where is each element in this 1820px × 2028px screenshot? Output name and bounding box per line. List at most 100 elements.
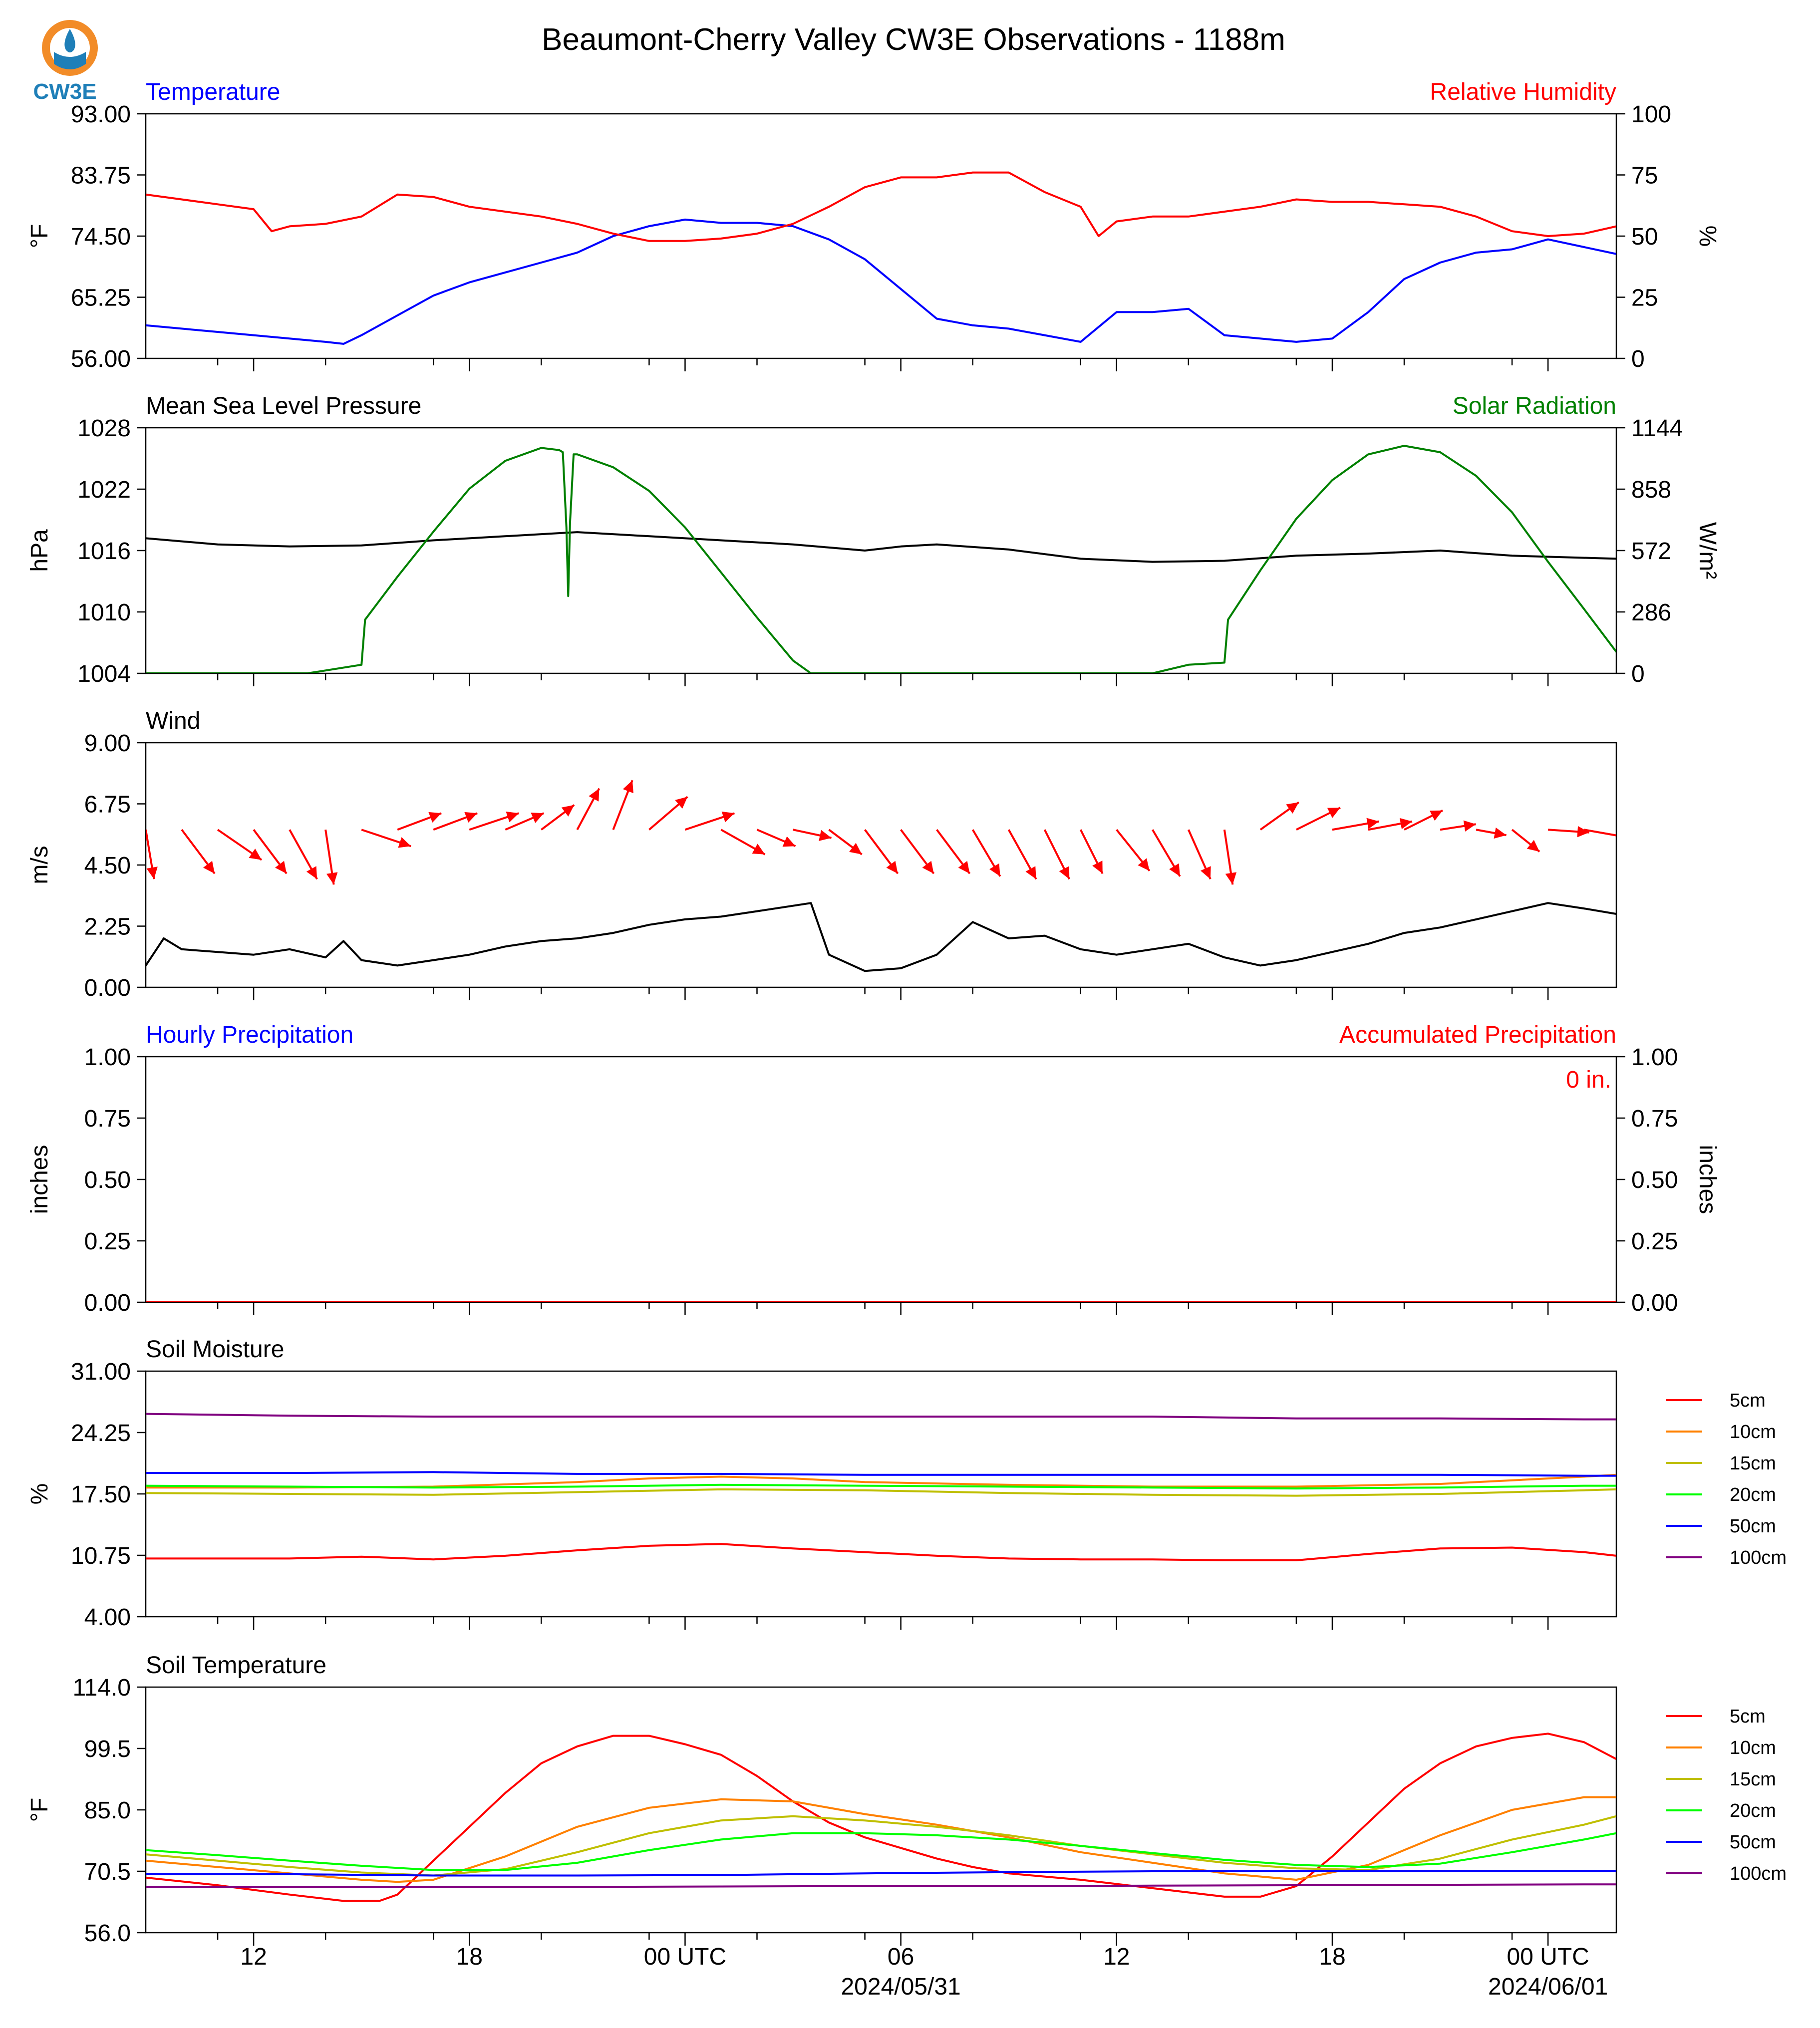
y2-tick-label: 0 bbox=[1631, 346, 1645, 372]
wind-arrow bbox=[324, 829, 338, 885]
x-tick-label: 18 bbox=[1319, 1944, 1345, 1970]
wind-arrow bbox=[1223, 829, 1237, 885]
panel-title-right: Relative Humidity bbox=[1430, 79, 1616, 105]
y2-tick-label: 286 bbox=[1631, 599, 1671, 626]
series-line-left bbox=[146, 218, 1616, 345]
legend-label: 15cm bbox=[1730, 1453, 1776, 1474]
y-tick-label: 1028 bbox=[77, 415, 131, 442]
panel-title-right: Solar Radiation bbox=[1453, 393, 1616, 419]
panel-pressure_solar: Mean Sea Level Pressure Solar Radiation 10… bbox=[26, 393, 1721, 687]
y2-tick-label: 0.75 bbox=[1631, 1106, 1678, 1132]
logo-text: CW3E bbox=[33, 79, 96, 104]
legend-label: 5cm bbox=[1730, 1390, 1766, 1411]
y2-tick-label: 25 bbox=[1631, 285, 1658, 311]
legend-label: 100cm bbox=[1730, 1863, 1787, 1884]
wind-arrow bbox=[217, 829, 263, 861]
wind-arrow bbox=[146, 829, 158, 879]
y-tick-label: 0.00 bbox=[84, 1290, 131, 1316]
y-tick-label: 70.5 bbox=[84, 1859, 131, 1885]
series-line-10cm bbox=[146, 1796, 1616, 1883]
series-group bbox=[146, 171, 1616, 345]
panel-soil_moisture: Soil Moisture 31.00 24.25 17.50 10.75 4.00% 5c… bbox=[26, 1336, 1787, 1631]
y-tick-label: 9.00 bbox=[84, 730, 131, 757]
panel-title-left: Temperature bbox=[146, 79, 280, 105]
y2-tick-label: 1.00 bbox=[1631, 1044, 1678, 1071]
y-tick-label: 93.00 bbox=[71, 101, 131, 128]
series-line-5cm bbox=[146, 1543, 1616, 1561]
panel-precipitation: Hourly Precipitation Accumulated Precipit… bbox=[26, 1022, 1721, 1316]
plot-frame bbox=[145, 113, 1617, 359]
series-group bbox=[146, 780, 1616, 972]
y-tick-label: 83.75 bbox=[71, 163, 131, 189]
y2-axis-label: % bbox=[1694, 226, 1721, 247]
wind-arrow bbox=[1583, 829, 1616, 837]
series-line-20cm bbox=[146, 1483, 1616, 1490]
y2-tick-label: 572 bbox=[1631, 538, 1671, 565]
y2-tick-label: 50 bbox=[1631, 224, 1658, 250]
wind-arrow bbox=[1548, 826, 1589, 838]
y-tick-label: 74.50 bbox=[71, 224, 131, 250]
y-axis-label: °F bbox=[26, 1798, 53, 1822]
y-tick-label: 1010 bbox=[77, 599, 131, 626]
y-axis-label: m/s bbox=[26, 846, 53, 884]
series-line-50cm bbox=[146, 1471, 1616, 1477]
y2-tick-label: 0.25 bbox=[1631, 1228, 1678, 1255]
y-axis-label: inches bbox=[26, 1145, 53, 1214]
series-line-right bbox=[146, 445, 1616, 673]
wind-arrow bbox=[1007, 829, 1037, 880]
wind-arrow bbox=[361, 829, 411, 848]
y-tick-label: 1004 bbox=[77, 661, 131, 687]
y-tick-label: 24.25 bbox=[71, 1420, 131, 1447]
legend-label: 10cm bbox=[1730, 1422, 1776, 1443]
y2-tick-label: 0.50 bbox=[1631, 1167, 1678, 1193]
wind-arrow bbox=[936, 829, 971, 874]
wind-arrow bbox=[1440, 820, 1476, 832]
panel-title-left: Mean Sea Level Pressure bbox=[146, 393, 421, 419]
x-date-label: 2024/05/31 bbox=[841, 1974, 960, 2000]
x-tick-label: 06 bbox=[888, 1944, 914, 1970]
legend-label: 50cm bbox=[1730, 1832, 1776, 1853]
wind-arrow bbox=[1296, 807, 1341, 831]
y-tick-label: 31.00 bbox=[71, 1359, 131, 1385]
series-line-100cm bbox=[146, 1883, 1616, 1888]
panel-title-left: Wind bbox=[146, 708, 200, 734]
cw3e-logo: CW3E bbox=[33, 20, 98, 104]
chart-title: Beaumont-Cherry Valley CW3E Observations… bbox=[542, 22, 1285, 57]
series-group bbox=[146, 445, 1616, 673]
y2-tick-label: 75 bbox=[1631, 163, 1658, 189]
y-tick-label: 1016 bbox=[77, 538, 131, 565]
wind-arrow bbox=[1116, 829, 1151, 871]
wind-arrow bbox=[971, 829, 1001, 877]
wind-arrow bbox=[720, 829, 766, 856]
panels: Temperature Relative Humidity 93.00 83.75 74… bbox=[26, 79, 1787, 1947]
wind-arrow bbox=[756, 829, 796, 848]
wind-arrow bbox=[541, 804, 575, 831]
wind-arrow bbox=[1368, 818, 1413, 831]
y-tick-label: 4.00 bbox=[84, 1604, 131, 1631]
wind-arrow bbox=[1079, 829, 1104, 874]
y-tick-label: 6.75 bbox=[84, 792, 131, 818]
x-tick-label: 18 bbox=[456, 1944, 483, 1970]
y-tick-label: 65.25 bbox=[71, 285, 131, 311]
legend-label: 20cm bbox=[1730, 1484, 1776, 1505]
series-line-left bbox=[146, 531, 1616, 563]
panel-title-right: Accumulated Precipitation bbox=[1339, 1022, 1616, 1048]
plot-frame bbox=[145, 742, 1617, 988]
wind-arrow bbox=[433, 812, 478, 831]
wind-arrow bbox=[505, 812, 545, 831]
plot-frame bbox=[145, 1686, 1617, 1934]
wind-arrow bbox=[469, 811, 519, 831]
series-line-5cm bbox=[146, 1733, 1616, 1902]
time-axis: 12 18 00 UTC 06 12 18 00 UTC 2024/05/31 2024/06/… bbox=[240, 1944, 1608, 2000]
y2-axis-label: inches bbox=[1694, 1145, 1721, 1214]
legend-label: 20cm bbox=[1730, 1800, 1776, 1821]
wind-arrow bbox=[397, 812, 442, 831]
y-tick-label: 99.5 bbox=[84, 1736, 131, 1762]
y-tick-label: 114.0 bbox=[72, 1675, 131, 1701]
wind-arrow bbox=[1511, 829, 1540, 853]
series-line-0 bbox=[146, 902, 1616, 972]
series-line-10cm bbox=[146, 1473, 1616, 1489]
legend-label: 50cm bbox=[1730, 1516, 1776, 1537]
y-axis-label: hPa bbox=[26, 529, 53, 572]
